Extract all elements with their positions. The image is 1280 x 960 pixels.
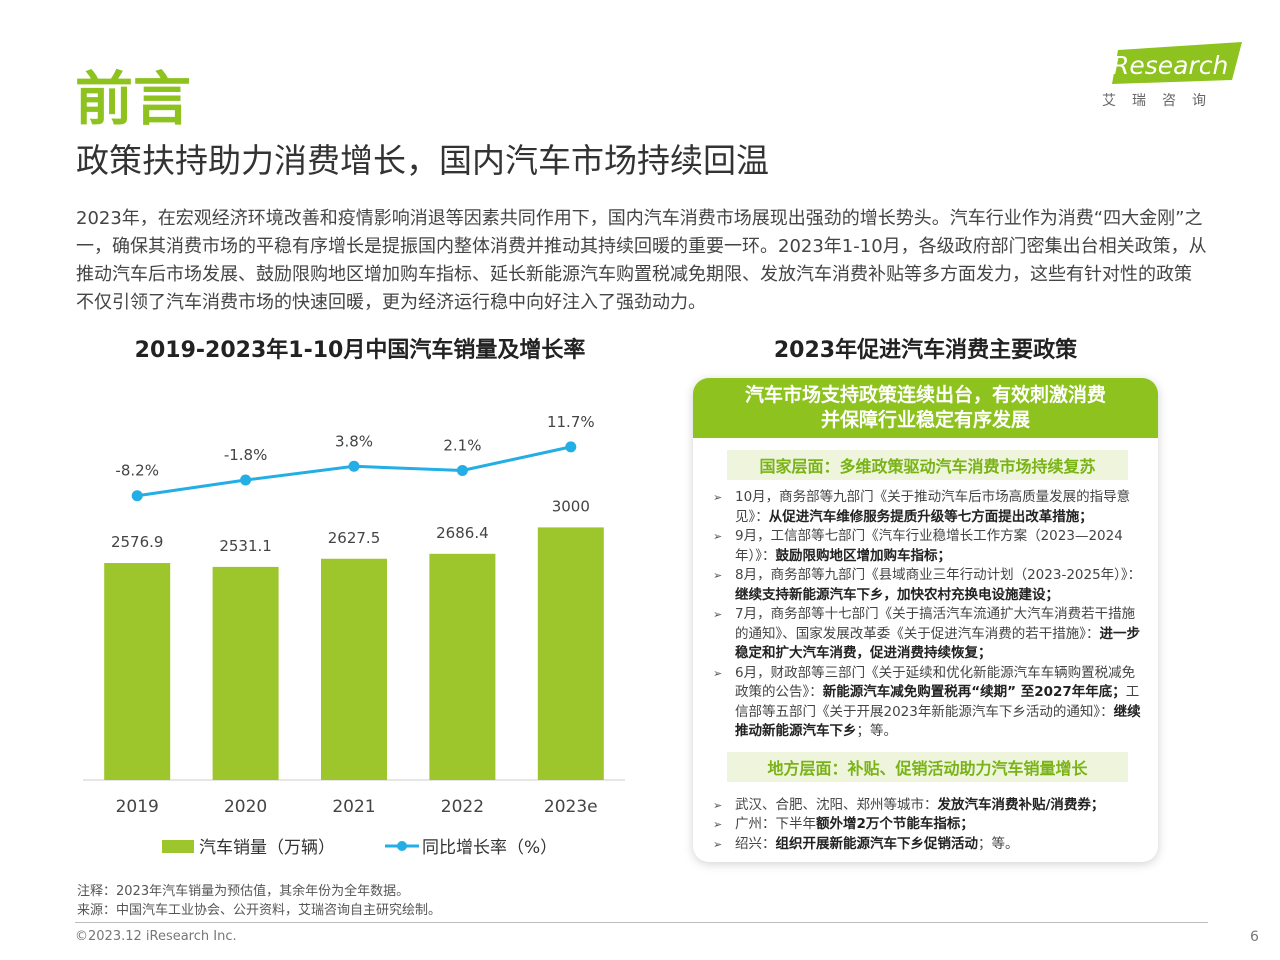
- policy-item: 武汉、合肥、沈阳、郑州等城市：发放汽车消费补贴/消费券；: [713, 796, 1142, 816]
- title: 前言: [75, 65, 192, 133]
- policy-text: 武汉、合肥、沈阳、郑州等城市：: [735, 796, 938, 813]
- chart: 2019 2020 2021 2022 2023e 2576.9 2531.1 2627.5 2…: [83, 413, 625, 858]
- policy-text: ；等。: [978, 835, 1019, 852]
- policy-text: 6月，财政部等三部门《关于延续和优化新能源汽车车辆购置税减免政策的公告》：: [735, 664, 1136, 701]
- policy-item: 8月，商务部等九部门《县域商业三年行动计划（2023-2025年）》： 继续支持新…: [713, 566, 1142, 605]
- policy-item: 6月，财政部等三部门《关于延续和优化新能源汽车车辆购置税减免政策的公告》：新能源…: [713, 664, 1142, 742]
- line-marker: [240, 474, 252, 486]
- line-marker: [348, 460, 360, 472]
- policy-text: 鼓励限购地区增加购车指标；: [775, 547, 952, 564]
- chart-title: 2019-2023年1-10月中国汽车销量及增长率: [134, 338, 586, 363]
- x-tick-label: 2022: [441, 797, 484, 817]
- x-tick-label: 2023e: [544, 797, 598, 817]
- logo-shape: [1112, 42, 1242, 84]
- policy-list: 武汉、合肥、沈阳、郑州等城市：发放汽车消费补贴/消费券；广州：下半年额外增2万个…: [693, 796, 1158, 855]
- policy-text: 工信部等五部门《关于开展2023年新能源汽车下乡活动的通知》：: [735, 684, 1140, 720]
- bar: [429, 553, 496, 780]
- box-header-line: 汽车市场支持政策连续出台，有效刺激消费: [744, 384, 1106, 406]
- data-label: 2627.5: [328, 529, 381, 547]
- policy-text: 继续支持新能源汽车下乡，加快农村充换电设施建设；: [735, 586, 1059, 603]
- legend-label: 汽车销量（万辆）: [199, 838, 335, 858]
- bar: [212, 566, 279, 780]
- intro-paragraph: 2023年，在宏观经济环境改善和疫情影响消退等因素共同作用下，国内汽车消费市场展…: [76, 208, 1207, 313]
- note: 注释：2023年汽车销量为预估值，其余年份为全年数据。: [77, 884, 410, 899]
- policy-text: 8月，商务部等九部门《县域商业三年行动计划（2023-2025年）》：: [735, 567, 1142, 583]
- subtitle: 政策扶持助力消费增长，国内汽车市场持续回温: [76, 141, 769, 180]
- policy-text: 额外增2万个节能车指标；: [816, 816, 974, 832]
- logo-text: iResearch: [1105, 51, 1228, 80]
- line-marker: [131, 490, 143, 502]
- policy-list: 10月，商务部等九部门《关于推动汽车后市场高质量发展的指导意见》：从促进汽车维修…: [693, 488, 1158, 742]
- data-label: 3000: [552, 497, 590, 515]
- box-header-line: 并保障行业稳定有序发展: [820, 409, 1030, 431]
- legend-swatch: [397, 841, 407, 851]
- policy-item: 7月，商务部等十七部门《关于搞活汽车流通扩大汽车消费若干措施的通知》、国家发展改…: [713, 605, 1142, 664]
- data-label: -1.8%: [224, 446, 268, 464]
- policy-text: 进一步稳定和扩大汽车消费，促进消费持续恢复；: [735, 625, 1140, 662]
- x-tick-label: 2020: [224, 797, 267, 817]
- bar: [537, 527, 604, 780]
- logo-cn: 艾瑞咨询: [1102, 93, 1222, 109]
- section-title: 地方层面：补贴、促销活动助力汽车销量增长: [727, 751, 1128, 782]
- box-header: 汽车市场支持政策连续出台，有效刺激消费 并保障行业稳定有序发展: [693, 378, 1158, 438]
- policy-text: 广州：下半年: [735, 816, 816, 832]
- bar: [104, 563, 171, 780]
- policy-text: 9月，工信部等七部门《汽车行业稳增长工作方案（2023—2024年）》：: [735, 528, 1123, 564]
- policy-text: ；等。: [856, 723, 898, 739]
- policy-text: 组织开展新能源汽车下乡促销活动: [775, 835, 979, 852]
- data-label: 2686.4: [436, 524, 489, 542]
- section-title: 国家层面：多维政策驱动汽车消费市场持续复苏: [727, 450, 1128, 480]
- policy-title: 2023年促进汽车消费主要政策: [773, 338, 1078, 363]
- policy-box: 汽车市场支持政策连续出台，有效刺激消费 并保障行业稳定有序发展 国家层面：多维政…: [693, 378, 1158, 862]
- policy-text: 10月，商务部等九部门《关于推动汽车后市场高质量发展的指导意见》：: [735, 489, 1131, 525]
- policy-item: 9月，工信部等七部门《汽车行业稳增长工作方案（2023—2024年）》：鼓励限购…: [713, 527, 1142, 566]
- policy-text: 7月，商务部等十七部门《关于搞活汽车流通扩大汽车消费若干措施的通知》、国家发展改…: [735, 606, 1136, 642]
- x-tick-label: 2019: [116, 797, 159, 817]
- logo: iResearch 艾瑞咨询: [1102, 42, 1242, 109]
- policy-text: 绍兴：: [735, 835, 776, 852]
- data-label: 2531.1: [219, 537, 272, 555]
- policy-item: 10月，商务部等九部门《关于推动汽车后市场高质量发展的指导意见》：从促进汽车维修…: [713, 488, 1142, 527]
- copyright: ©2023.12 iResearch Inc.: [75, 929, 237, 944]
- data-label: 3.8%: [335, 432, 373, 450]
- source: 来源：中国汽车工业协会、公开资料，艾瑞咨询自主研究绘制。: [77, 903, 442, 918]
- line-marker: [456, 464, 468, 476]
- line-marker: [565, 441, 577, 453]
- policy-text: 发放汽车消费补贴/消费券；: [937, 796, 1105, 813]
- page-number: 6: [1250, 929, 1259, 945]
- policy-item: 广州：下半年额外增2万个节能车指标；: [713, 815, 1142, 835]
- data-label: 2576.9: [111, 533, 164, 551]
- data-label: 2.1%: [443, 436, 481, 454]
- data-label: 11.7%: [547, 413, 595, 431]
- x-tick-label: 2021: [332, 797, 375, 817]
- divider: [75, 922, 1208, 923]
- policy-item: 绍兴：组织开展新能源汽车下乡促销活动；等。: [713, 835, 1142, 855]
- legend-swatch: [162, 840, 194, 853]
- policy-text: 新能源汽车减免购置税再“续期” 至2027年年底；: [822, 684, 1126, 700]
- data-label: -8.2%: [115, 462, 159, 480]
- legend-label: 同比增长率（%）: [422, 838, 557, 858]
- bar: [321, 558, 387, 780]
- policy-text: 继续推动新能源汽车下乡: [735, 703, 1141, 740]
- policy-text: 从促进汽车维修服务提质升级等七方面提出改革措施；: [768, 508, 1093, 525]
